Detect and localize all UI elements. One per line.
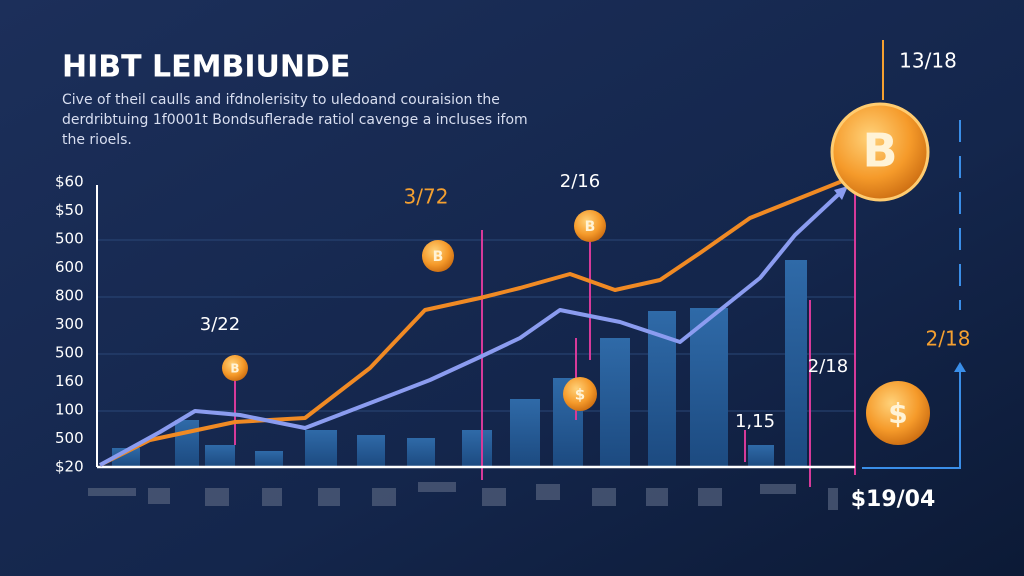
y-label: $20 bbox=[55, 458, 84, 476]
annotation: 2/16 bbox=[560, 171, 600, 192]
subtitle-line: derdribtuing 1f0001t Bondsuflerade ratio… bbox=[62, 112, 528, 128]
annotation: 2/18 bbox=[926, 327, 971, 351]
y-label: 800 bbox=[55, 287, 84, 305]
title: HIBT LEMBIUNDE bbox=[62, 50, 350, 85]
svg-text:B: B bbox=[862, 124, 897, 178]
y-label: 500 bbox=[55, 230, 84, 248]
y-label: 300 bbox=[55, 315, 84, 333]
annotation: $19/04 bbox=[851, 487, 936, 512]
annotation: 3/22 bbox=[200, 314, 240, 335]
y-label: 160 bbox=[55, 372, 84, 390]
annotations: 3/22 3/72 2/16 13/18 2/18 2/18 1,15 $19/… bbox=[200, 49, 971, 513]
svg-text:$: $ bbox=[888, 397, 907, 430]
y-label: 500 bbox=[55, 344, 84, 362]
annotation: 13/18 bbox=[899, 49, 957, 73]
bars bbox=[112, 260, 807, 467]
coins: B B B $ B $ bbox=[222, 102, 930, 445]
y-labels: $60 $50 500 600 800 300 500 160 100 500 $20 bbox=[55, 173, 84, 476]
svg-text:$: $ bbox=[575, 386, 585, 404]
y-label: 600 bbox=[55, 258, 84, 276]
subtitle-line: the rioels. bbox=[62, 132, 132, 148]
annotation: 2/18 bbox=[808, 356, 848, 377]
arrow-head bbox=[954, 362, 966, 372]
svg-text:B: B bbox=[230, 362, 239, 376]
x-labels-blurred bbox=[88, 482, 838, 510]
annotation: 1,15 bbox=[735, 411, 775, 432]
right-bracket bbox=[862, 368, 961, 469]
line-arrow bbox=[834, 186, 848, 200]
annotation: 3/72 bbox=[404, 185, 449, 209]
subtitle-line: Cive of theil caulls and ifdnolerisity t… bbox=[62, 92, 500, 108]
svg-text:B: B bbox=[585, 219, 596, 235]
y-label: 100 bbox=[55, 401, 84, 419]
svg-text:B: B bbox=[433, 249, 444, 265]
blue-line bbox=[99, 191, 842, 467]
y-label: $60 bbox=[55, 173, 84, 191]
y-label: 500 bbox=[55, 429, 84, 447]
y-label: $50 bbox=[55, 201, 84, 219]
